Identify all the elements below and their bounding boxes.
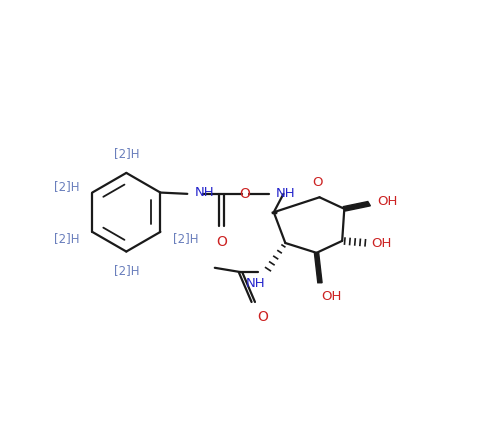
Text: OH: OH <box>371 236 392 249</box>
Text: [2]H: [2]H <box>114 265 139 278</box>
Text: O: O <box>240 187 250 201</box>
Text: O: O <box>257 310 269 324</box>
Text: OH: OH <box>321 291 341 304</box>
Text: NH: NH <box>246 277 265 290</box>
Text: O: O <box>216 235 227 249</box>
Text: NH: NH <box>276 187 296 200</box>
Text: O: O <box>312 176 323 189</box>
Text: NH: NH <box>195 187 215 200</box>
Text: [2]H: [2]H <box>173 232 199 245</box>
Text: [2]H: [2]H <box>54 180 79 193</box>
Polygon shape <box>343 201 370 211</box>
Text: [2]H: [2]H <box>54 232 79 245</box>
Text: [2]H: [2]H <box>114 147 139 160</box>
Polygon shape <box>314 253 322 283</box>
Text: OH: OH <box>377 195 397 208</box>
